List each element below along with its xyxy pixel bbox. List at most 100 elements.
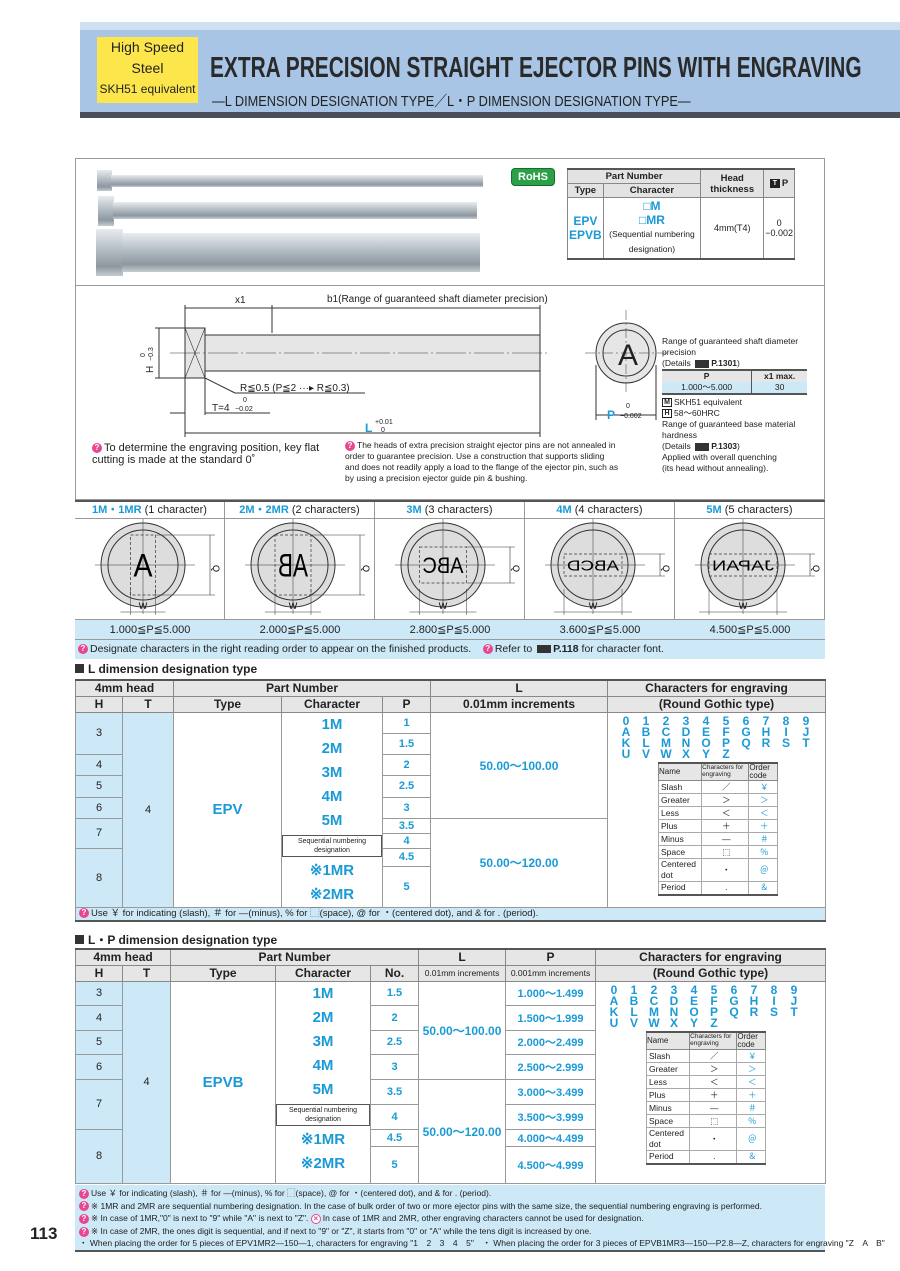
lp-dimension-table: 4mm head Part Number L P Characters for engr… xyxy=(74,948,827,1184)
q-label: Q xyxy=(511,565,521,572)
hardness-line: H 58〜60HRC xyxy=(662,408,825,419)
engraving-sample-drawing: JAPAN Q W xyxy=(695,519,821,615)
w-label: W xyxy=(439,601,448,611)
character-cell: 1M 2M 3M 4M 5M Sequential numbering designati… xyxy=(281,711,384,908)
tolerance-icon: T xyxy=(769,178,780,188)
details-link[interactable]: (Details P.1301) xyxy=(662,358,740,368)
page-subtitle: —L DIMENSION DESIGNATION TYPE／L・P DIMENS… xyxy=(212,93,691,110)
p-label: P xyxy=(607,408,615,422)
engraving-char: 6 xyxy=(730,982,738,997)
engraving-p-range: 2.800≦P≦5.000 xyxy=(375,619,525,639)
symbol-row: Centered dot ・＠ xyxy=(658,858,779,882)
rohs-badge: RoHS xyxy=(511,168,555,186)
engraving-char: 2 xyxy=(650,982,658,997)
range-text: Range of guaranteed shaft diameter preci… xyxy=(662,336,799,357)
engraved-sample: ABCD xyxy=(567,557,619,574)
symbol-row: Less ＜＜ xyxy=(646,1075,767,1089)
p-cell: 3 xyxy=(382,796,432,819)
badge-line: High Speed xyxy=(110,39,185,55)
q-label: Q xyxy=(211,565,221,572)
footer-note: ? ※ In case of 2MR, the ones digit is seq… xyxy=(79,1225,821,1238)
engraved-sample: A xyxy=(133,548,153,584)
p-cell: 2.5 xyxy=(382,774,432,798)
engraving-char: 4 xyxy=(690,982,698,997)
footer-notes: ? Use ￥ for indicating (slash), ＃ for —(m… xyxy=(75,1185,885,1252)
p-cell: 1 xyxy=(382,711,432,734)
engraving-char: R xyxy=(761,735,771,750)
engraving-char: Q xyxy=(741,735,751,750)
badge-line: Steel xyxy=(131,60,164,76)
p-cell: 3.5 xyxy=(382,817,432,834)
note-engraving-position: ? To determine the engraving position, ke… xyxy=(92,442,320,466)
dimension-drawing: x1 b1(Range of guaranteed shaft diameter… xyxy=(140,294,670,437)
engraving-char: L xyxy=(630,1004,638,1019)
symbol-table: Name Characters for engraving Order code Sl… xyxy=(658,761,779,896)
p-cell: 2 xyxy=(382,753,432,776)
engraving-char: E xyxy=(690,993,699,1008)
l-tol-lower: 0 xyxy=(381,427,385,434)
engraving-column: 2M・2MR (2 characters) AB Q W xyxy=(225,502,375,639)
symbol-row: Minus — ＃ xyxy=(658,832,779,846)
precision-info: Range of guaranteed shaft diameter preci… xyxy=(662,336,825,474)
engraving-char: U xyxy=(621,746,631,761)
symbol-row: Period. ＆ xyxy=(658,881,779,895)
catalog-ref-icon xyxy=(695,359,710,368)
hint-icon: ? xyxy=(79,907,89,918)
engraving-char: V xyxy=(642,746,651,761)
engraving-char: M xyxy=(649,1004,660,1019)
engraving-char: G xyxy=(741,724,751,739)
engraving-char: P xyxy=(722,735,731,750)
material-line: M SKH51 equivalent xyxy=(662,397,825,408)
w-label: W xyxy=(289,601,298,611)
engraving-char: W xyxy=(660,746,672,761)
spec-head-value: 4mm(T4) xyxy=(700,197,765,260)
w-label: W xyxy=(139,601,148,611)
material-badge: High Speed Steel SKH51 equivalent xyxy=(97,37,198,103)
w-label: W xyxy=(739,601,748,611)
engraving-char: Q xyxy=(729,1004,739,1019)
t-label: T=4 xyxy=(212,403,230,414)
section-title-lp: L・P dimension designation type xyxy=(75,931,277,948)
engraving-char: I xyxy=(784,724,788,739)
engraving-char: P xyxy=(710,1004,719,1019)
h-tol-upper: 0 xyxy=(140,353,147,357)
th-type: Type xyxy=(567,183,604,198)
l-table-note: ? Use ￥ for indicating (slash), ＃ for —(m… xyxy=(74,906,827,922)
engraving-char: D xyxy=(681,724,691,739)
engraving-char: J xyxy=(802,724,810,739)
hint-icon: ? xyxy=(345,440,355,451)
hint-icon: ? xyxy=(482,644,493,655)
engraving-char: S xyxy=(782,735,791,750)
engraving-char: E xyxy=(702,724,711,739)
symbol-row: Greater ＞＞ xyxy=(646,1062,767,1076)
p-tol-upper: 0 xyxy=(626,403,630,410)
engraving-header: 1M・1MR (1 character) xyxy=(75,502,224,519)
engraving-char: 2 xyxy=(662,713,670,728)
engraving-char: 4 xyxy=(702,713,710,728)
engraved-char: A xyxy=(618,339,638,372)
engraving-header: 4M (4 characters) xyxy=(525,502,674,519)
hint-icon: ? xyxy=(79,1201,89,1212)
engraving-p-range: 2.000≦P≦5.000 xyxy=(225,619,375,639)
symbol-row: Space ⬚ ％ xyxy=(646,1114,767,1128)
section-title-l: L dimension designation type xyxy=(75,662,257,676)
h-cell: 5 xyxy=(75,774,123,798)
engraving-char: O xyxy=(689,1004,699,1019)
engraving-char: O xyxy=(701,735,711,750)
quench-text: Applied with overall quenching xyxy=(662,452,777,462)
engraving-char: H xyxy=(761,724,771,739)
spec-types: EPV EPVB xyxy=(567,197,604,260)
hardness-details-link[interactable]: (Details P.1303) xyxy=(662,441,740,451)
engraving-column: 5M (5 characters) JAPAN Q W xyxy=(675,502,825,639)
engraving-char: 9 xyxy=(802,713,810,728)
b1-label: b1(Range of guaranteed shaft diameter pr… xyxy=(327,294,548,305)
engraving-char: 3 xyxy=(682,713,690,728)
symbol-row: Plus ＋＋ xyxy=(646,1088,767,1102)
p-cell: 4 xyxy=(382,833,432,849)
engraving-char: S xyxy=(770,1004,779,1019)
footer-note: ? ※ In case of 1MR,"0" is next to "9" whi… xyxy=(79,1212,821,1225)
engraving-column: 3M (3 characters) ABC Q W xyxy=(375,502,525,639)
hardness-icon: H xyxy=(662,409,672,419)
